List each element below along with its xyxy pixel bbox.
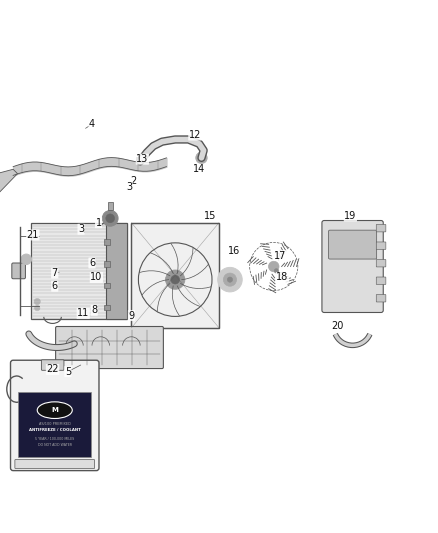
FancyBboxPatch shape <box>41 360 64 370</box>
Circle shape <box>196 152 207 164</box>
Text: 6: 6 <box>89 258 95 268</box>
FancyBboxPatch shape <box>376 260 386 267</box>
Text: 7: 7 <box>52 268 58 278</box>
Bar <box>108 201 113 211</box>
FancyBboxPatch shape <box>11 360 99 471</box>
Text: 3: 3 <box>78 224 84 235</box>
Text: 8: 8 <box>91 305 97 316</box>
Circle shape <box>227 277 233 282</box>
Ellipse shape <box>37 402 72 418</box>
FancyBboxPatch shape <box>328 230 377 259</box>
Text: 4: 4 <box>89 119 95 129</box>
Text: 19: 19 <box>344 211 357 221</box>
Bar <box>31 223 127 319</box>
FancyBboxPatch shape <box>322 221 383 312</box>
Text: 9: 9 <box>128 311 134 320</box>
Text: 11: 11 <box>77 309 89 318</box>
FancyBboxPatch shape <box>12 263 25 279</box>
Circle shape <box>218 268 242 292</box>
FancyBboxPatch shape <box>18 392 91 457</box>
Bar <box>104 283 110 288</box>
Text: 1: 1 <box>95 217 102 228</box>
Circle shape <box>106 214 115 223</box>
Circle shape <box>268 261 279 272</box>
Bar <box>106 223 127 319</box>
Bar <box>104 305 110 310</box>
FancyBboxPatch shape <box>376 242 386 249</box>
Text: 2: 2 <box>131 176 137 186</box>
Text: 15: 15 <box>204 211 216 221</box>
Circle shape <box>21 254 32 264</box>
Bar <box>104 261 110 266</box>
Circle shape <box>274 269 279 273</box>
Text: 10: 10 <box>90 272 102 282</box>
Circle shape <box>171 275 180 284</box>
FancyBboxPatch shape <box>15 459 95 469</box>
Circle shape <box>166 270 185 289</box>
Text: 22: 22 <box>46 365 59 374</box>
Bar <box>136 157 145 166</box>
Text: 18: 18 <box>276 272 289 282</box>
Text: 13: 13 <box>136 154 148 164</box>
Text: ANTIFREEZE / COOLANT: ANTIFREEZE / COOLANT <box>29 428 81 432</box>
Text: DO NOT ADD WATER: DO NOT ADD WATER <box>38 443 72 447</box>
FancyBboxPatch shape <box>376 224 386 232</box>
Text: 3: 3 <box>126 182 132 192</box>
Text: AS/100 PREMIXED: AS/100 PREMIXED <box>39 422 71 426</box>
FancyBboxPatch shape <box>376 295 386 302</box>
Text: 21: 21 <box>27 230 39 240</box>
Polygon shape <box>0 169 18 201</box>
Text: M: M <box>51 407 58 413</box>
Circle shape <box>223 273 237 286</box>
FancyBboxPatch shape <box>56 327 163 368</box>
Bar <box>104 239 110 245</box>
Text: 5 YEAR / 100,000 MILES: 5 YEAR / 100,000 MILES <box>35 437 74 441</box>
Bar <box>131 223 219 328</box>
Text: 6: 6 <box>52 281 58 291</box>
Circle shape <box>69 338 80 349</box>
Text: 14: 14 <box>193 164 205 174</box>
Circle shape <box>102 211 118 226</box>
Bar <box>131 223 219 328</box>
Text: 16: 16 <box>228 246 240 256</box>
Circle shape <box>34 298 40 304</box>
Text: 17: 17 <box>274 251 286 261</box>
Text: 12: 12 <box>189 130 201 140</box>
Text: 20: 20 <box>331 321 343 330</box>
Circle shape <box>35 305 40 311</box>
Text: 5: 5 <box>65 367 71 377</box>
FancyBboxPatch shape <box>376 277 386 285</box>
